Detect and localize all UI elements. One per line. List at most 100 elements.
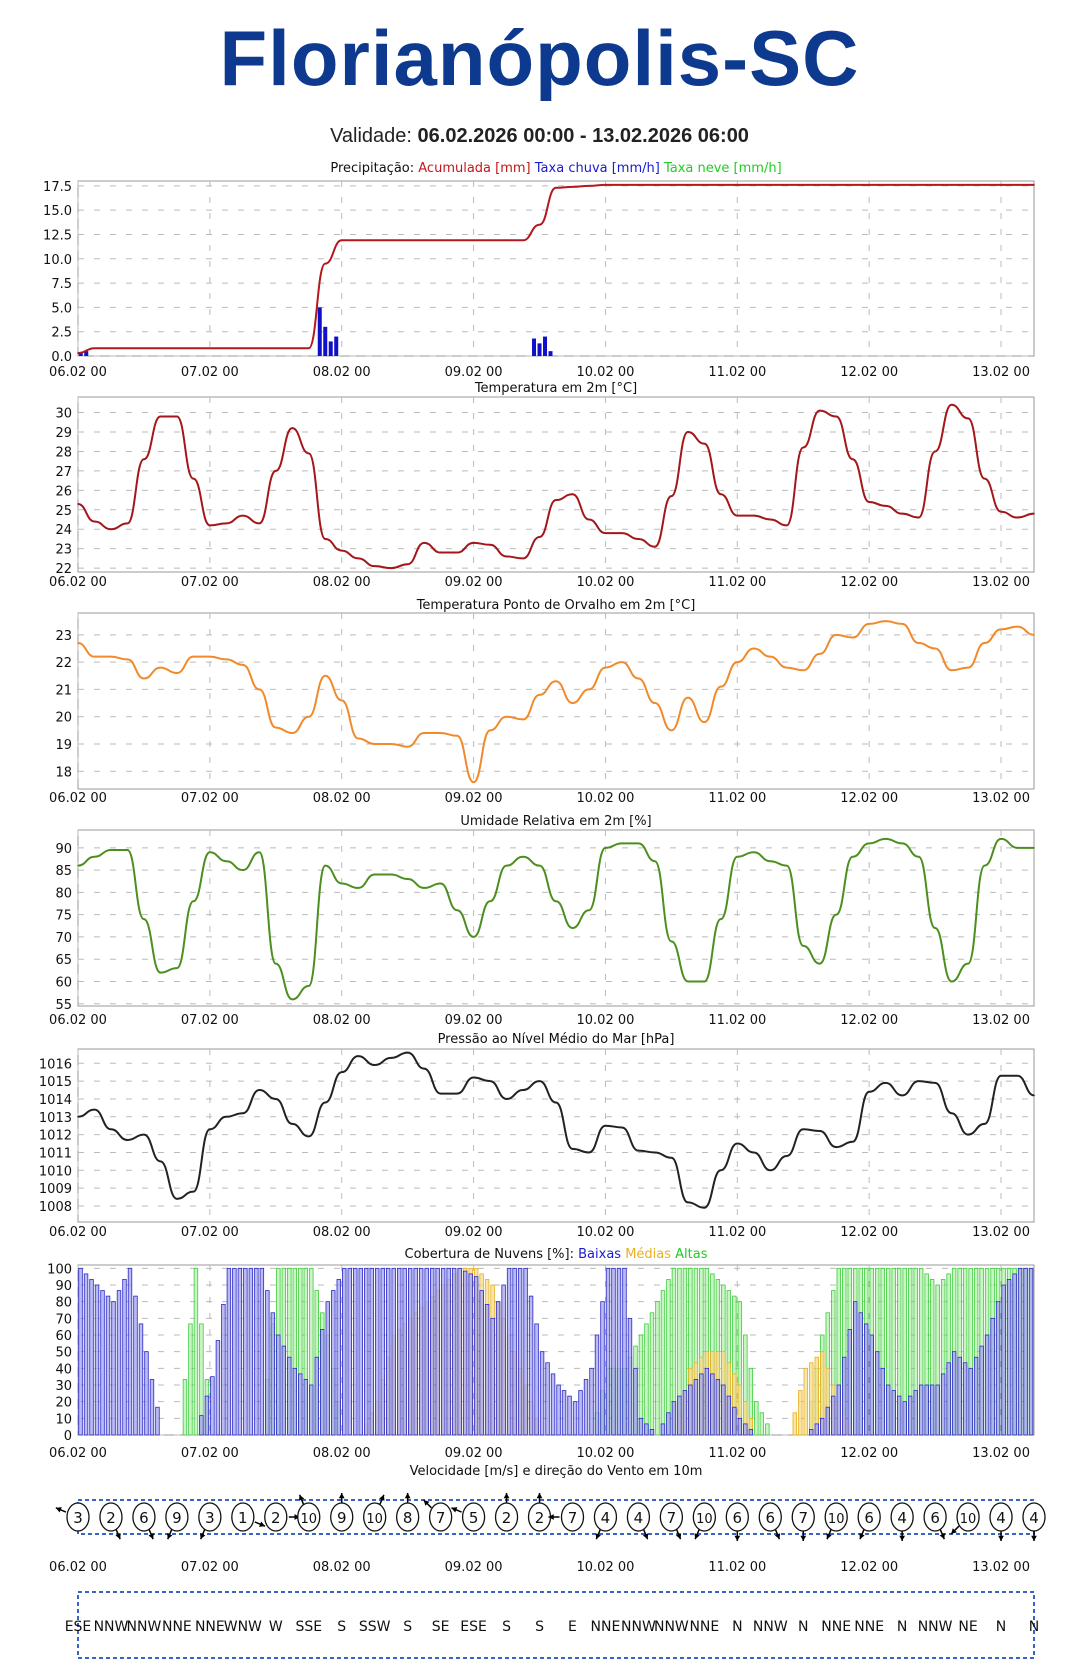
data-point — [522, 239, 524, 242]
plot-frame — [77, 396, 1035, 573]
x-tick-label: 11.02 00 — [708, 1013, 766, 1028]
cloud-bar-baixas — [210, 1376, 215, 1436]
plot-frame — [77, 829, 1035, 1007]
data-point — [604, 847, 607, 849]
wind-speed-circle — [725, 1502, 749, 1532]
cloud-bar-baixas — [847, 1329, 852, 1436]
cloud-bar-baixas — [429, 1267, 435, 1436]
chart-title-part: Acumulada [mm] — [418, 161, 535, 176]
cloud-bar-baixas — [523, 1267, 528, 1436]
data-point — [917, 516, 920, 519]
wind-direction-label: NNE — [162, 1619, 192, 1635]
data-point — [1033, 1094, 1035, 1097]
cloud-bar-altas — [188, 1323, 193, 1436]
cloud-bar-baixas — [1017, 1267, 1023, 1436]
wind-speed-label: 4 — [996, 1509, 1006, 1527]
wind-speed-circle — [692, 1502, 716, 1532]
cloud-bar-baixas — [133, 1295, 138, 1436]
y-tick-label: 21 — [55, 683, 72, 698]
cloud-bar-baixas — [353, 1267, 358, 1436]
data-point — [77, 864, 79, 867]
wind-speed-label: 7 — [667, 1509, 677, 1527]
data-point — [176, 1198, 178, 1200]
data-point — [126, 849, 129, 851]
cloud-bar-baixas — [276, 1334, 281, 1436]
data-point — [324, 1101, 327, 1104]
data-point — [93, 1108, 96, 1111]
chart-title: Temperatura Ponto de Orvalho em 2m [°C] — [416, 598, 696, 613]
data-point — [720, 184, 722, 186]
data-point — [604, 184, 607, 186]
cloud-bar-baixas — [688, 1384, 693, 1436]
data-point — [934, 184, 936, 186]
cloud-bar-baixas — [699, 1373, 704, 1436]
chart-title-part: Altas — [675, 1247, 708, 1262]
cloud-bar-baixas — [402, 1267, 407, 1436]
data-point — [538, 223, 541, 226]
rain-rate-bar — [328, 341, 333, 356]
x-tick-label: 08.02 00 — [313, 365, 371, 380]
y-tick-label: 1009 — [39, 1182, 72, 1197]
cloud-bar-altas — [649, 1312, 655, 1436]
wind-direction-label: S — [535, 1619, 544, 1635]
data-point — [769, 518, 772, 521]
cloud-bar-baixas — [336, 1279, 341, 1436]
cloud-bar-baixas — [644, 1423, 649, 1436]
cloud-bar-baixas — [512, 1267, 517, 1436]
rain-rate-bar — [548, 351, 553, 356]
data-point — [143, 918, 145, 920]
wind-speed-label: 6 — [139, 1509, 149, 1527]
wind-arrowhead-icon — [115, 1533, 121, 1540]
data-point — [274, 470, 277, 472]
data-point — [1000, 1074, 1002, 1077]
x-tick-label: 11.02 00 — [708, 1446, 766, 1461]
data-point — [571, 493, 574, 496]
wind-speed-label: 5 — [469, 1509, 479, 1527]
cloud-bar-baixas — [127, 1267, 133, 1436]
data-point — [110, 849, 112, 851]
data-point — [1033, 512, 1035, 515]
y-tick-label: 0.0 — [51, 350, 72, 365]
data-point — [439, 882, 442, 885]
x-tick-label: 08.02 00 — [313, 1013, 371, 1028]
data-point — [1000, 838, 1002, 840]
wind-speed-label: 7 — [436, 1509, 446, 1527]
cloud-bar-altas — [765, 1423, 770, 1436]
data-point — [687, 431, 689, 433]
data-point — [802, 446, 805, 449]
cloud-bar-baixas — [287, 1356, 292, 1436]
chart-title-part: Precipitação: — [330, 161, 418, 176]
wind-direction-label: NNW — [654, 1619, 689, 1635]
chart-panel-clouds: Cobertura de Nuvens [%]: Baixas Médias A… — [47, 1247, 1035, 1461]
cloud-bar-baixas — [281, 1345, 287, 1436]
cloud-bar-baixas — [732, 1406, 737, 1436]
wind-speed-label: 10 — [828, 1512, 845, 1527]
cloud-bar-baixas — [111, 1301, 116, 1436]
cloud-bar-baixas — [578, 1390, 583, 1436]
data-point — [588, 518, 590, 521]
data-point — [209, 655, 211, 658]
data-point — [274, 726, 277, 729]
data-point — [192, 655, 195, 658]
y-tick-label: 1016 — [39, 1057, 72, 1072]
wind-speed-label: 2 — [106, 1509, 116, 1527]
data-point — [225, 347, 228, 350]
data-point — [588, 1151, 590, 1154]
data-point — [752, 184, 755, 186]
wind-speed-label: 4 — [1029, 1509, 1039, 1527]
data-point — [1016, 516, 1019, 519]
wind-speed-circle — [66, 1502, 90, 1532]
data-point — [307, 985, 310, 987]
x-tick-label: 07.02 00 — [181, 1446, 239, 1461]
y-tick-label: 70 — [55, 931, 72, 946]
x-tick-label: 07.02 00 — [181, 365, 239, 380]
data-point — [818, 409, 821, 412]
wind-speed-label: 2 — [271, 1509, 281, 1527]
cloud-bar-baixas — [473, 1276, 479, 1436]
data-point — [93, 655, 96, 658]
cloud-bar-baixas — [896, 1395, 902, 1436]
wind-direction-label: S — [337, 1619, 346, 1635]
y-tick-label: 85 — [55, 864, 72, 879]
wind-direction-label: SE — [432, 1619, 450, 1635]
y-tick-label: 18 — [55, 765, 72, 780]
